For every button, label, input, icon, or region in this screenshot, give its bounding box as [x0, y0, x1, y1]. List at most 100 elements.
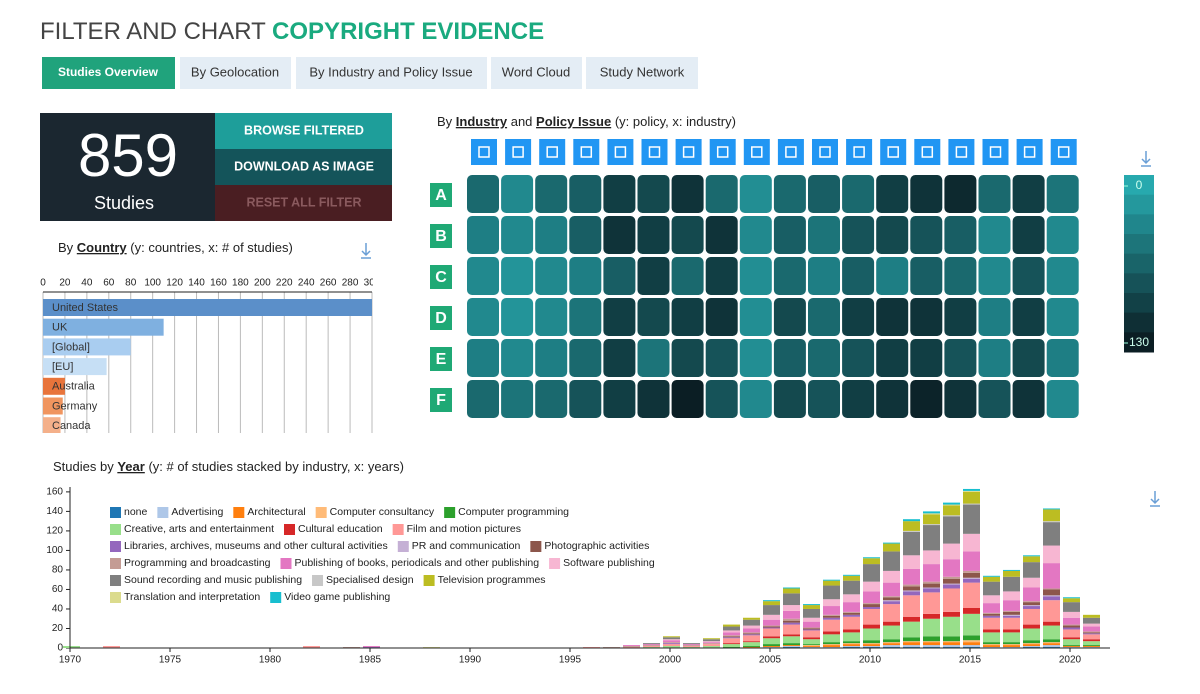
bar-segment — [723, 638, 740, 644]
bar-segment — [743, 633, 760, 635]
bar-segment — [903, 645, 920, 648]
bar-segment — [923, 618, 940, 637]
bar-segment — [883, 639, 900, 643]
bar-segment — [843, 575, 860, 581]
bar-segment — [1043, 508, 1060, 510]
tab-label[interactable]: Word Cloud — [502, 64, 570, 79]
tab[interactable] — [586, 57, 698, 89]
heat-cell — [501, 257, 534, 295]
heat-cell — [978, 380, 1011, 418]
heat-cell — [808, 380, 840, 418]
bar-segment — [1003, 570, 1020, 577]
icon-glyph — [1057, 146, 1070, 158]
bar-segment — [1023, 643, 1040, 645]
bar-segment — [943, 583, 960, 585]
tab[interactable] — [180, 57, 291, 89]
bar-segment — [783, 622, 800, 625]
tab-label[interactable]: Studies Overview — [58, 65, 159, 79]
title-part: (y: countries, x: # of studies) — [130, 240, 293, 255]
button[interactable] — [215, 185, 392, 221]
tab[interactable] — [296, 57, 487, 89]
industry-icon — [675, 139, 702, 165]
bar-segment — [963, 578, 980, 583]
bar-segment — [1023, 624, 1040, 629]
colorbar-band — [1124, 214, 1154, 235]
legend-swatch — [110, 524, 121, 535]
tab[interactable] — [42, 57, 175, 89]
legend-label: Advertising — [171, 506, 223, 518]
bar-segment — [983, 613, 1000, 616]
tab[interactable] — [491, 57, 582, 89]
legend-swatch — [110, 592, 121, 603]
bar-segment — [663, 644, 680, 647]
bar-segment — [863, 558, 880, 565]
bar-segment — [983, 644, 1000, 646]
page-title: FILTER AND CHART COPYRIGHT EVIDENCE — [40, 18, 544, 45]
bar-segment — [723, 624, 740, 627]
y-tick-label: 40 — [52, 604, 64, 615]
bar-segment — [943, 588, 960, 612]
bar-segment — [1023, 577, 1040, 588]
legend-label: Architectural — [247, 506, 305, 518]
heat-cell — [535, 339, 568, 377]
title-part: Country — [77, 240, 128, 255]
bar-segment — [903, 586, 920, 591]
legend-label: Programming and broadcasting — [124, 557, 271, 569]
bar-segment — [903, 531, 920, 556]
bar-segment — [703, 642, 720, 644]
bar-segment — [823, 617, 840, 620]
bar-segment — [763, 614, 780, 620]
bar-segment — [1023, 555, 1040, 557]
tab-label[interactable]: Study Network — [600, 64, 685, 79]
bar-segment — [783, 605, 800, 611]
summary-box — [40, 113, 215, 221]
bar-segment — [783, 636, 800, 644]
heat-cell — [842, 175, 875, 213]
heat-cell — [944, 339, 977, 377]
bar-segment — [823, 634, 840, 643]
button[interactable] — [215, 149, 392, 185]
button-label[interactable]: RESET ALL FILTER — [246, 195, 361, 209]
bar-segment — [963, 533, 980, 552]
bar-segment — [783, 645, 800, 647]
summary: 859 Studies BROWSE FILTERED DOWNLOAD AS … — [40, 113, 392, 221]
button[interactable] — [215, 113, 392, 149]
download-icon[interactable] — [1150, 491, 1160, 507]
bar-segment — [1083, 626, 1100, 632]
bar-segment — [963, 577, 980, 579]
bar-segment — [623, 646, 640, 648]
bar-segment — [1043, 521, 1060, 523]
heat-cell — [535, 175, 568, 213]
icon-glyph — [614, 146, 627, 158]
legend-swatch — [397, 541, 409, 552]
heat-cell — [739, 257, 772, 295]
bar-segment — [1083, 617, 1100, 624]
tab-label[interactable]: By Geolocation — [191, 64, 279, 79]
bar-segment — [1083, 633, 1100, 635]
bar-segment — [1083, 639, 1100, 642]
bar-segment — [803, 604, 820, 606]
colorbar-band — [1124, 253, 1154, 274]
country-chart: 0 20 40 60 80 100 120 140 160 180 200 220 240 260 280 3… — [40, 278, 373, 433]
bar-segment — [823, 585, 840, 600]
bar-segment — [923, 513, 940, 515]
legend-label: Specialised design — [326, 574, 414, 586]
heat-cell — [671, 175, 704, 213]
download-icon[interactable] — [1141, 151, 1151, 167]
bar-segment — [63, 646, 80, 648]
bar-segment — [743, 641, 760, 643]
download-icon[interactable] — [361, 243, 371, 259]
industry-icon — [607, 139, 634, 165]
heat-cell — [603, 175, 636, 213]
bar-segment — [743, 625, 760, 629]
button-label[interactable]: DOWNLOAD AS IMAGE — [234, 159, 374, 173]
button-label[interactable]: BROWSE FILTERED — [244, 123, 364, 137]
bar-segment — [663, 642, 680, 644]
bar-label: United States — [52, 302, 119, 314]
tab-label[interactable]: By Industry and Policy Issue — [309, 64, 472, 79]
bar-segment — [963, 640, 980, 643]
bar-segment — [1043, 621, 1060, 626]
bar-segment — [1063, 624, 1080, 626]
bar-segment — [943, 616, 960, 637]
bar — [43, 417, 61, 433]
